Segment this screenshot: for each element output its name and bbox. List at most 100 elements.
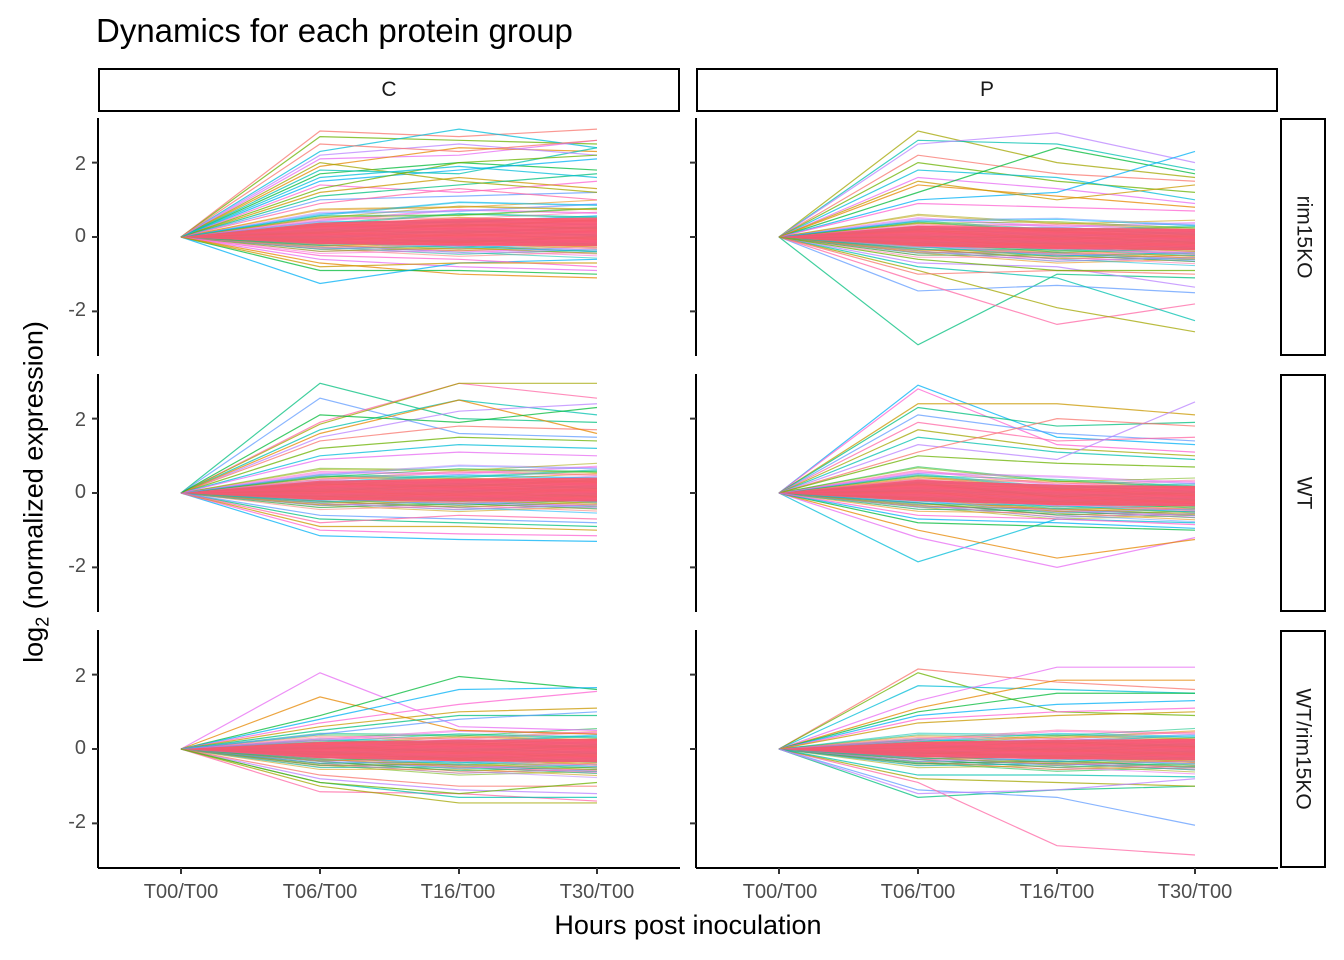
series-line — [180, 748, 597, 804]
series-line — [778, 700, 1196, 750]
series-line — [778, 707, 1196, 750]
series-line — [180, 451, 598, 494]
series-line — [778, 492, 1196, 529]
facet-label-wt-rim15ko: WT/rim15KO — [1292, 688, 1315, 810]
dense-core-band — [181, 738, 597, 763]
series-line — [778, 472, 1196, 494]
series-line — [778, 218, 1196, 238]
series-line — [180, 188, 598, 238]
series-line — [180, 672, 598, 750]
series-line — [180, 162, 598, 238]
xtick-label: T06/T00 — [282, 881, 358, 903]
ytick-label: -2 — [68, 811, 86, 833]
series-line — [778, 213, 1196, 238]
series-line — [180, 444, 598, 494]
series-line — [778, 492, 1196, 516]
series-line — [778, 692, 1195, 750]
facet-label-p: P — [979, 78, 994, 101]
series-line — [180, 236, 598, 285]
series-line — [778, 403, 1196, 494]
panel-c-4 — [92, 630, 598, 868]
series-line — [180, 403, 598, 494]
series-line — [180, 382, 598, 494]
series-line — [778, 176, 1196, 238]
series-line — [778, 236, 1196, 275]
series-line — [778, 492, 1196, 563]
facet-strip-c: C — [98, 68, 680, 112]
series-line — [180, 492, 598, 528]
facet-label-wt: WT — [1292, 476, 1315, 510]
series-line — [180, 165, 598, 238]
series-line — [778, 414, 1196, 494]
series-line — [778, 180, 1196, 238]
series-line — [778, 732, 1196, 750]
series-line — [180, 202, 598, 238]
series-line — [778, 221, 1196, 238]
series-line — [778, 384, 1196, 494]
series-line — [778, 666, 1195, 750]
series-line — [778, 154, 1196, 238]
ytick-label: 2 — [74, 153, 86, 175]
facet-label-c: C — [381, 78, 397, 101]
series-line — [180, 236, 598, 275]
facet-strip-p: P — [696, 68, 1278, 112]
series-line — [180, 492, 598, 512]
series-line — [778, 162, 1196, 238]
series-line — [180, 492, 598, 524]
series-line — [778, 139, 1196, 238]
series-line — [778, 668, 1196, 750]
series-line — [180, 492, 598, 531]
series-line — [778, 406, 1196, 494]
series-line — [180, 236, 598, 279]
series-line — [180, 492, 598, 542]
series-line — [778, 730, 1196, 750]
series-line — [778, 748, 1196, 826]
series-line — [778, 748, 1196, 768]
dense-core-band — [779, 738, 1195, 761]
series-line — [778, 475, 1196, 494]
ytick-label: -2 — [68, 299, 86, 321]
series-line — [778, 748, 1196, 773]
series-line — [778, 236, 1196, 294]
ytick-label: 0 — [74, 481, 86, 503]
series-line — [778, 147, 1196, 238]
x-axis-title: Hours post inoculation — [554, 910, 822, 940]
series-line — [778, 679, 1195, 750]
series-line — [778, 236, 1196, 259]
series-line — [778, 492, 1196, 531]
series-line — [778, 467, 1196, 494]
series-line — [180, 399, 598, 494]
series-line — [778, 729, 1196, 750]
series-line — [180, 690, 598, 750]
panel-p-1 — [690, 118, 1196, 356]
series-line — [180, 176, 598, 238]
series-line — [180, 748, 598, 774]
series-line — [180, 425, 598, 494]
series-line — [778, 236, 1196, 265]
series-line — [180, 492, 598, 524]
y-axis-title-subscript: 2 — [32, 616, 53, 627]
ytick-label: 0 — [74, 225, 86, 247]
series-line — [778, 748, 1196, 765]
series-line — [180, 154, 598, 238]
series-line — [180, 675, 598, 750]
dense-core-band — [779, 225, 1195, 251]
series-line — [778, 236, 1196, 326]
dense-core-band — [779, 479, 1195, 507]
chart-title: Dynamics for each protein group — [96, 12, 573, 49]
series-line — [778, 429, 1196, 494]
facet-strip-wt-rim15ko: WT/rim15KO — [1280, 630, 1326, 868]
series-line — [180, 465, 598, 494]
series-line — [180, 687, 598, 750]
series-line — [778, 727, 1196, 750]
series-line — [180, 711, 598, 750]
series-line — [180, 748, 598, 795]
y-axis-title: log2 (normalized expression) — [18, 321, 53, 663]
series-line — [778, 217, 1196, 238]
facet-strip-rim15ko: rim15KO — [1280, 118, 1326, 356]
series-line — [778, 731, 1196, 750]
series-line — [180, 236, 597, 268]
ytick-label: -2 — [68, 555, 86, 577]
